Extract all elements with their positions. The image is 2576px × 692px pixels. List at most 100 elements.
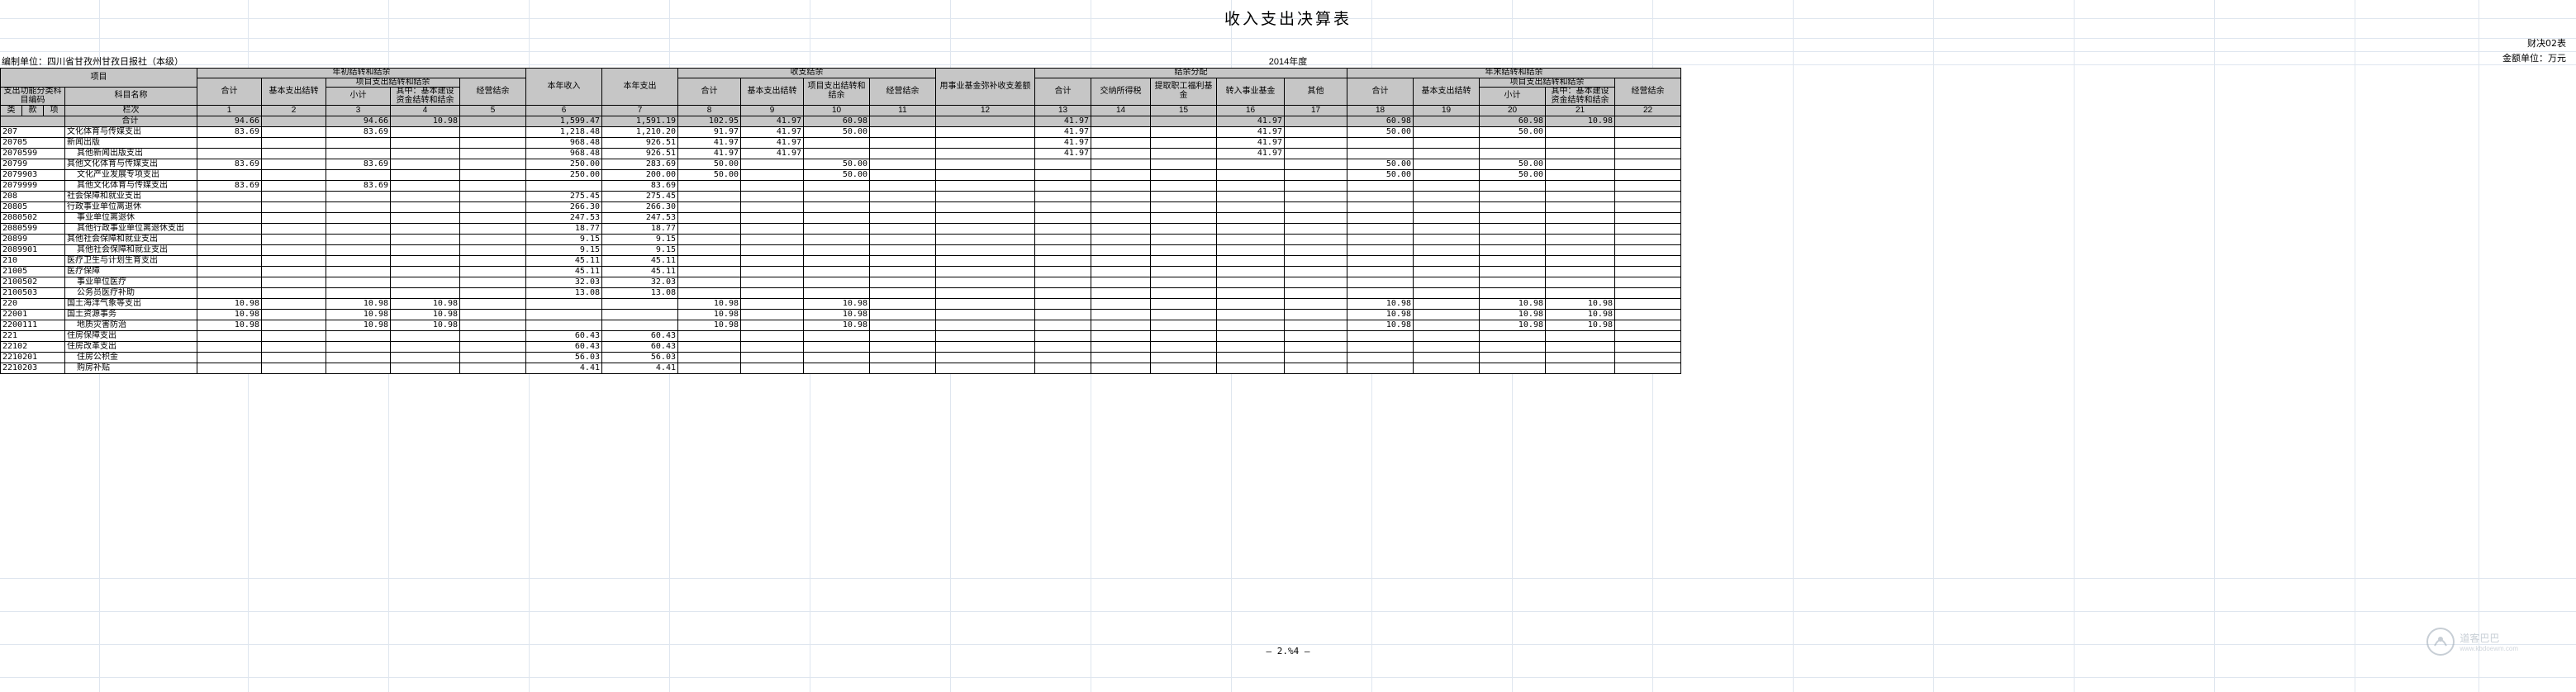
- cell-c10[interactable]: [803, 137, 870, 149]
- cell-c7[interactable]: 60.43: [601, 341, 678, 353]
- cell-c4[interactable]: [390, 191, 460, 202]
- cell-c1[interactable]: [197, 148, 262, 159]
- cell-c22[interactable]: [1614, 223, 1681, 235]
- cell-c22[interactable]: [1614, 320, 1681, 331]
- cell-c7[interactable]: 200.00: [601, 169, 678, 181]
- cell-c17[interactable]: [1284, 191, 1347, 202]
- cell-c8[interactable]: [677, 363, 741, 374]
- cell-c22[interactable]: [1614, 309, 1681, 320]
- cell-c7[interactable]: 283.69: [601, 159, 678, 170]
- cell-c21[interactable]: [1545, 234, 1615, 245]
- cell-c15[interactable]: [1150, 309, 1217, 320]
- cell-c20[interactable]: 50.00: [1479, 169, 1546, 181]
- cell-c3[interactable]: [326, 223, 391, 235]
- cell-c5[interactable]: [459, 159, 526, 170]
- cell-c5[interactable]: [459, 341, 526, 353]
- cell-c13[interactable]: [1034, 223, 1091, 235]
- cell-c9[interactable]: [740, 266, 804, 277]
- cell-c4[interactable]: [390, 180, 460, 192]
- cell-c15[interactable]: [1150, 277, 1217, 288]
- cell-c13[interactable]: [1034, 244, 1091, 256]
- cell-c16[interactable]: [1216, 180, 1285, 192]
- cell-c6[interactable]: [525, 320, 602, 331]
- cell-c11[interactable]: [869, 212, 936, 224]
- cell-c1[interactable]: [197, 191, 262, 202]
- cell-c22[interactable]: [1614, 298, 1681, 310]
- cell-c16[interactable]: [1216, 309, 1285, 320]
- cell-c5[interactable]: [459, 223, 526, 235]
- cell-c15[interactable]: [1150, 148, 1217, 159]
- cell-c17[interactable]: [1284, 212, 1347, 224]
- cell-c6[interactable]: [525, 180, 602, 192]
- cell-c18[interactable]: 50.00: [1347, 169, 1414, 181]
- cell-c18[interactable]: [1347, 223, 1414, 235]
- cell-c18[interactable]: 50.00: [1347, 159, 1414, 170]
- cell-c5[interactable]: [459, 234, 526, 245]
- table-row[interactable]: 221 住房保障支出 60.43 60.43: [0, 330, 1681, 342]
- cell-c4[interactable]: [390, 169, 460, 181]
- cell-c19[interactable]: [1413, 330, 1480, 342]
- cell-c10[interactable]: [803, 234, 870, 245]
- cell-c22[interactable]: [1614, 201, 1681, 213]
- cell-c12[interactable]: [935, 330, 1035, 342]
- table-row[interactable]: 208 社会保障和就业支出 275.45 275.45: [0, 191, 1681, 202]
- cell-c2[interactable]: [261, 212, 326, 224]
- cell-c11[interactable]: [869, 137, 936, 149]
- cell-c1[interactable]: 10.98: [197, 320, 262, 331]
- cell-c3[interactable]: 94.66: [326, 116, 391, 127]
- cell-c8[interactable]: 41.97: [677, 137, 741, 149]
- cell-c8[interactable]: [677, 191, 741, 202]
- cell-c4[interactable]: [390, 266, 460, 277]
- cell-c21[interactable]: [1545, 277, 1615, 288]
- cell-c6[interactable]: 13.08: [525, 287, 602, 299]
- cell-c13[interactable]: 41.97: [1034, 126, 1091, 138]
- cell-c19[interactable]: [1413, 159, 1480, 170]
- cell-c17[interactable]: [1284, 266, 1347, 277]
- cell-c8[interactable]: 10.98: [677, 298, 741, 310]
- table-row[interactable]: 20899 其他社会保障和就业支出 9.15 9.15: [0, 234, 1681, 245]
- cell-c1[interactable]: [197, 244, 262, 256]
- cell-c13[interactable]: 41.97: [1034, 116, 1091, 127]
- cell-c21[interactable]: [1545, 137, 1615, 149]
- cell-c4[interactable]: [390, 234, 460, 245]
- cell-c1[interactable]: 10.98: [197, 298, 262, 310]
- cell-c20[interactable]: [1479, 148, 1546, 159]
- cell-c17[interactable]: [1284, 148, 1347, 159]
- cell-c18[interactable]: [1347, 148, 1414, 159]
- cell-c13[interactable]: [1034, 201, 1091, 213]
- cell-c2[interactable]: [261, 116, 326, 127]
- cell-c10[interactable]: [803, 148, 870, 159]
- cell-c17[interactable]: [1284, 223, 1347, 235]
- cell-c14[interactable]: [1091, 341, 1151, 353]
- cell-c2[interactable]: [261, 255, 326, 267]
- cell-c19[interactable]: [1413, 201, 1480, 213]
- cell-c20[interactable]: [1479, 266, 1546, 277]
- cell-c6[interactable]: 250.00: [525, 159, 602, 170]
- cell-c8[interactable]: 102.95: [677, 116, 741, 127]
- cell-c17[interactable]: [1284, 234, 1347, 245]
- cell-c12[interactable]: [935, 148, 1035, 159]
- cell-c15[interactable]: [1150, 201, 1217, 213]
- cell-c10[interactable]: 10.98: [803, 309, 870, 320]
- cell-c4[interactable]: [390, 244, 460, 256]
- cell-c18[interactable]: [1347, 352, 1414, 363]
- cell-c15[interactable]: [1150, 287, 1217, 299]
- cell-c16[interactable]: [1216, 201, 1285, 213]
- cell-c5[interactable]: [459, 137, 526, 149]
- cell-c9[interactable]: [740, 191, 804, 202]
- cell-c18[interactable]: [1347, 201, 1414, 213]
- cell-c19[interactable]: [1413, 298, 1480, 310]
- cell-c19[interactable]: [1413, 352, 1480, 363]
- cell-c9[interactable]: 41.97: [740, 137, 804, 149]
- cell-c2[interactable]: [261, 223, 326, 235]
- cell-c3[interactable]: [326, 330, 391, 342]
- cell-c15[interactable]: [1150, 298, 1217, 310]
- cell-c12[interactable]: [935, 320, 1035, 331]
- cell-c1[interactable]: [197, 201, 262, 213]
- cell-c4[interactable]: 10.98: [390, 116, 460, 127]
- cell-c11[interactable]: [869, 169, 936, 181]
- table-row[interactable]: 210 医疗卫生与计划生育支出 45.11 45.11: [0, 255, 1681, 267]
- cell-c8[interactable]: 10.98: [677, 320, 741, 331]
- cell-c3[interactable]: [326, 352, 391, 363]
- cell-c3[interactable]: [326, 341, 391, 353]
